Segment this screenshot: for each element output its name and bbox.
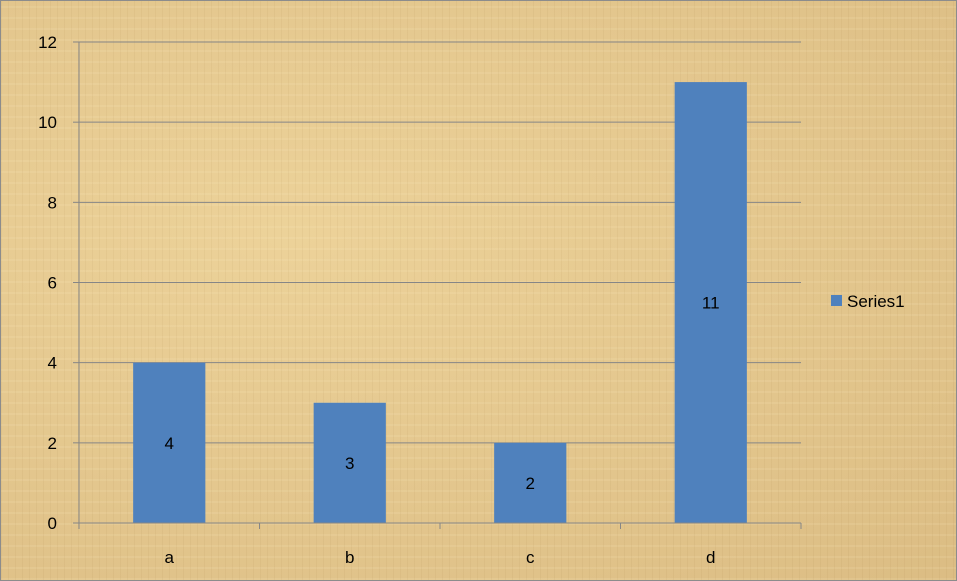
y-tick-label: 6 xyxy=(48,274,57,293)
y-tick-label: 2 xyxy=(48,434,57,453)
axes xyxy=(73,41,802,529)
x-category-label-d: d xyxy=(706,548,715,567)
legend: Series1 xyxy=(831,292,905,311)
data-label-d: 11 xyxy=(702,294,720,313)
y-tick-label: 4 xyxy=(48,354,57,373)
y-tick-labels: 0 2 4 6 8 10 12 xyxy=(38,33,57,533)
y-tick-label: 10 xyxy=(38,113,57,132)
bar-c xyxy=(494,442,567,523)
y-tick-label: 0 xyxy=(48,514,57,533)
y-tick-label: 12 xyxy=(38,33,57,52)
data-label-a: 4 xyxy=(165,434,174,453)
bar-b xyxy=(313,402,386,523)
bars xyxy=(133,82,747,523)
legend-swatch-series1 xyxy=(831,295,842,306)
x-category-label-c: c xyxy=(526,548,535,567)
data-labels: 4 3 2 11 xyxy=(165,294,720,493)
y-tick-label: 8 xyxy=(48,193,57,212)
x-category-label-a: a xyxy=(165,548,175,567)
legend-label-series1: Series1 xyxy=(847,292,905,311)
data-label-c: 2 xyxy=(526,474,535,493)
x-category-labels: a b c d xyxy=(165,548,716,567)
data-label-b: 3 xyxy=(345,454,354,473)
bar-a xyxy=(133,362,206,523)
bar-d xyxy=(674,82,747,523)
x-category-label-b: b xyxy=(345,548,354,567)
